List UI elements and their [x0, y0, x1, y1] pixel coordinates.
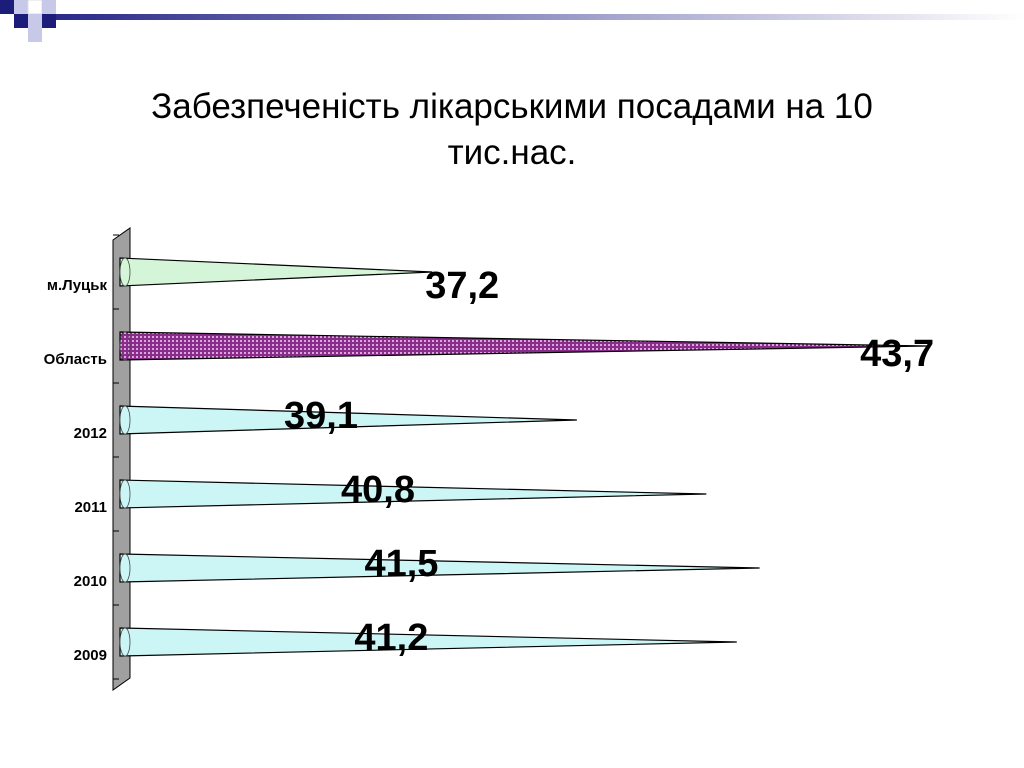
cone-base: [119, 331, 131, 361]
slide-title: Забезпеченість лікарськими посадами на 1…: [151, 87, 873, 172]
cone-bar: [119, 331, 928, 361]
data-label: 37,2: [425, 265, 499, 307]
data-label: 43,7: [860, 333, 934, 375]
category-label: 2011: [74, 499, 107, 516]
category-label: 2009: [74, 647, 107, 664]
category-label: 2010: [74, 573, 107, 590]
cone-base: [119, 257, 131, 287]
cone-bar: [119, 257, 433, 287]
category-label: Область: [44, 351, 107, 368]
data-label: 41,5: [364, 543, 438, 585]
cone-base: [119, 405, 131, 435]
data-label: 40,8: [341, 469, 415, 511]
cone-bar: [119, 627, 737, 657]
category-label: 2012: [74, 425, 107, 442]
data-label: 39,1: [284, 395, 358, 437]
decoration: [0, 0, 1024, 42]
cone-base: [119, 479, 131, 509]
cone-bar: [119, 553, 760, 583]
cone-base: [119, 553, 131, 583]
data-label: 41,2: [354, 617, 428, 659]
category-label: м.Луцьк: [47, 277, 108, 294]
cone-base: [119, 627, 131, 657]
axis-wall: [112, 227, 131, 691]
